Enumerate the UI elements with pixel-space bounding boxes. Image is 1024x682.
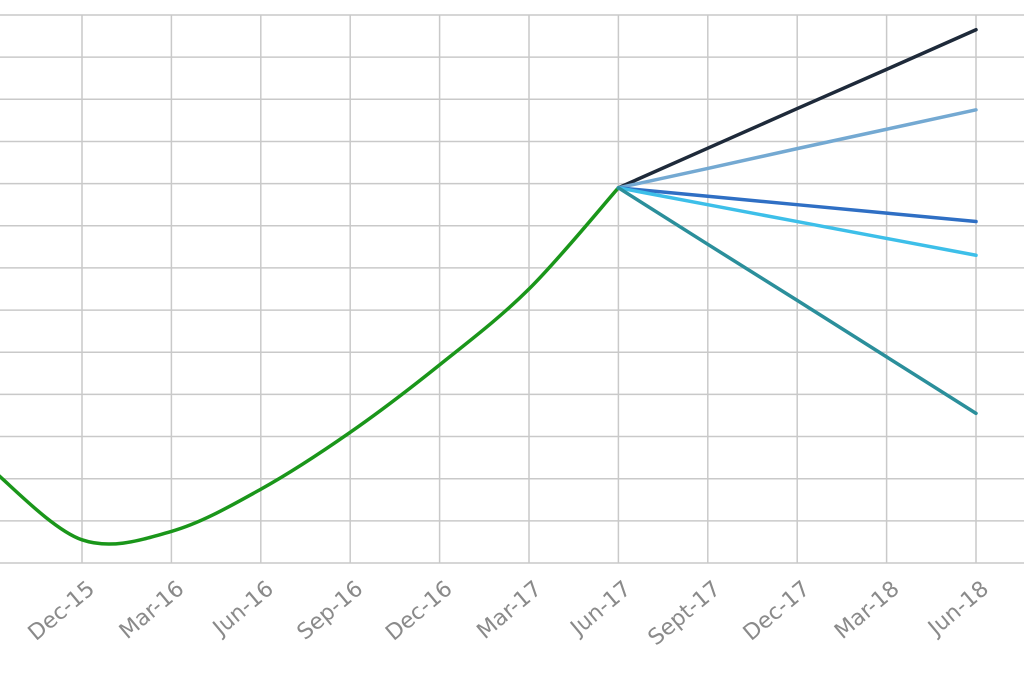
x-tick-label: Sept-17 <box>644 576 726 650</box>
x-tick-label: Mar-16 <box>115 576 189 644</box>
x-tick-label: Mar-18 <box>830 576 904 644</box>
series-line <box>616 28 978 190</box>
x-tick-label: Sep-16 <box>293 576 368 645</box>
x-tick-label: Dec-15 <box>24 576 100 646</box>
series-line <box>0 186 621 546</box>
series-line <box>616 186 978 416</box>
x-tick-label: Dec-16 <box>381 576 457 646</box>
x-tick-label: Mar-17 <box>473 576 547 644</box>
series-line <box>616 108 978 190</box>
series-line <box>616 186 978 224</box>
series-line <box>616 186 978 258</box>
x-tick-label: Dec-17 <box>739 576 815 646</box>
x-tick-label: Jun-17 <box>565 576 636 642</box>
x-tick-label: Jun-16 <box>207 576 278 642</box>
x-tick-label: Jun-18 <box>922 576 993 642</box>
